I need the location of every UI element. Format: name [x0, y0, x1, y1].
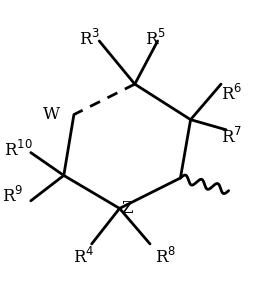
Text: R$^{4}$: R$^{4}$ — [73, 246, 95, 267]
Text: Z: Z — [122, 200, 133, 217]
Text: R$^{3}$: R$^{3}$ — [79, 28, 100, 48]
Text: R$^{7}$: R$^{7}$ — [221, 127, 242, 147]
Text: R$^{8}$: R$^{8}$ — [155, 246, 176, 267]
Text: W: W — [43, 106, 60, 123]
Text: R$^{5}$: R$^{5}$ — [145, 28, 166, 48]
Text: R$^{6}$: R$^{6}$ — [220, 84, 242, 104]
Text: R$^{9}$: R$^{9}$ — [2, 186, 24, 206]
Text: R$^{10}$: R$^{10}$ — [4, 140, 32, 160]
